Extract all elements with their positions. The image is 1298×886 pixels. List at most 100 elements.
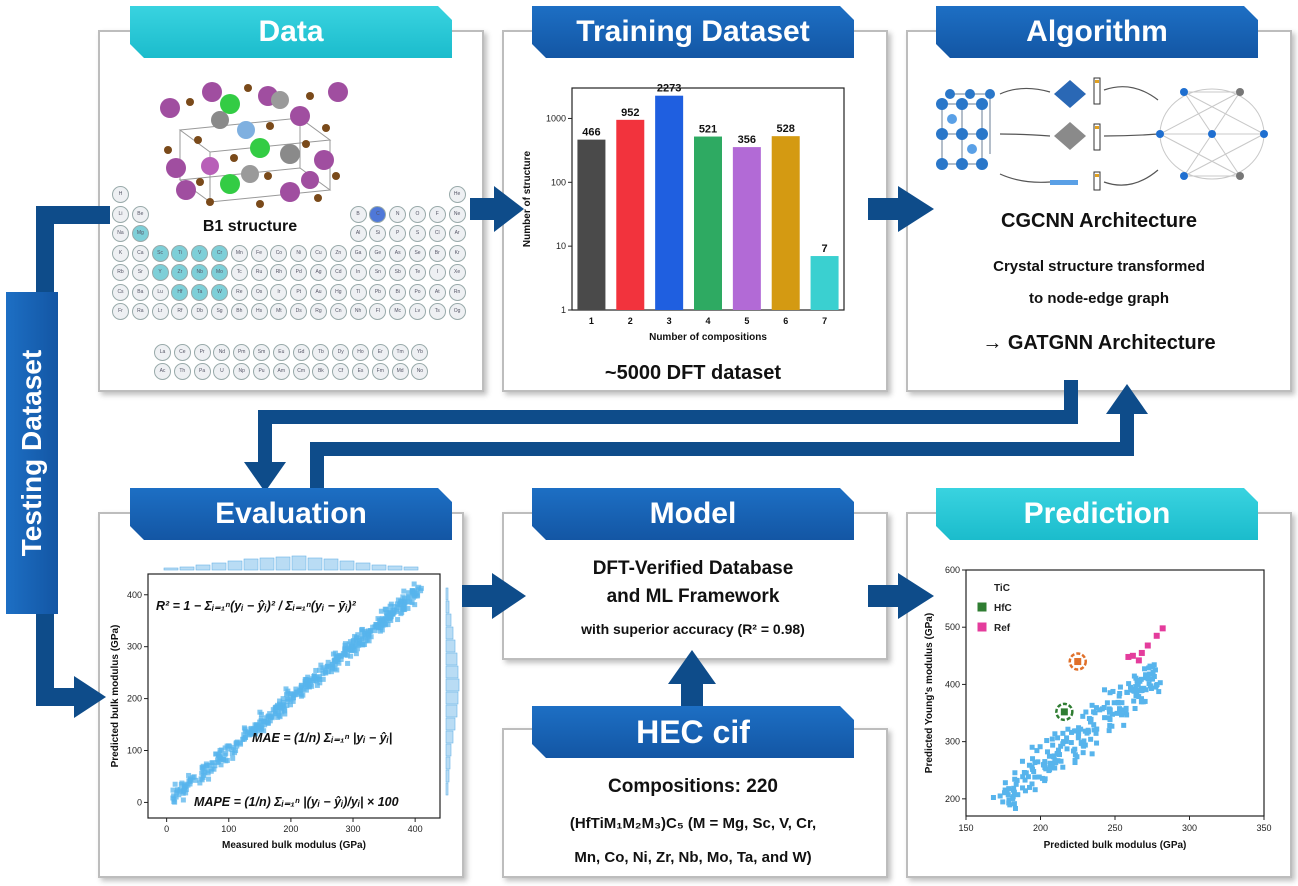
element-cell: Al	[349, 225, 367, 242]
data-point	[1002, 780, 1008, 786]
element-cell: S	[409, 225, 426, 242]
data-point	[317, 676, 323, 682]
data-point	[1058, 758, 1064, 764]
element-cell: Pu	[253, 363, 270, 380]
data-point	[1025, 774, 1031, 780]
data-point	[1111, 700, 1117, 706]
hec-line1: Compositions: 220	[608, 776, 778, 797]
data-point	[1027, 784, 1033, 790]
data-point	[1139, 698, 1145, 704]
ref-point	[1153, 632, 1160, 639]
data-point	[220, 756, 226, 762]
data-point	[237, 740, 243, 746]
legend-label: TiC	[994, 583, 1010, 594]
data-point	[385, 622, 391, 628]
data-point	[370, 624, 376, 630]
bar-value-label: 466	[582, 127, 600, 139]
element-cell: Ra	[131, 303, 149, 320]
data-point	[202, 770, 208, 776]
periodic-table: H He Li Be B C N O F Ne Na Mg Al Si P S Cl Ar K Ca Sc Ti V Cr Mn…	[112, 186, 472, 382]
element-cell: Mo	[211, 264, 228, 281]
data-point	[1146, 681, 1152, 687]
data-point	[229, 746, 235, 752]
y-tick-label: 200	[127, 694, 142, 704]
evaluation-parity-plot: 0 100 200 300 400 0 100 200 300 400 Measured bulk …	[110, 555, 460, 851]
prediction-tab: Prediction	[936, 488, 1258, 540]
hec-line3: Mn, Co, Ni, Zr, Nb, Mo, Ta, and W)	[574, 849, 812, 866]
element-cell: Ir	[270, 283, 288, 301]
data-point	[293, 686, 299, 692]
element-cell: Ti	[171, 244, 189, 262]
data-point	[406, 590, 412, 596]
data-point	[213, 751, 219, 757]
element-cell: Tc	[230, 264, 248, 281]
data-point	[1042, 759, 1048, 765]
element-cell: Cf	[332, 363, 350, 380]
data-point	[1147, 663, 1153, 669]
dataset-bar-chart: 1 10 100 1000 466 1 952 2 2273 3 521 4 356 5 528 6 7 7 Num…	[522, 83, 845, 343]
data-point	[1152, 667, 1158, 673]
data-point	[187, 778, 193, 784]
element-cell: N	[389, 205, 407, 223]
bar	[732, 147, 761, 310]
data-point	[398, 598, 404, 604]
data-point	[1094, 740, 1100, 746]
data-point	[1102, 687, 1108, 693]
data-point	[1107, 690, 1113, 696]
top-histogram-bar	[211, 562, 227, 571]
element-cell: C	[369, 205, 387, 223]
data-point	[232, 750, 238, 756]
data-point	[1128, 684, 1134, 690]
data-point	[1078, 726, 1084, 732]
y-tick-label: 400	[127, 590, 142, 600]
element-cell: Th	[173, 363, 191, 380]
element-cell: Sb	[389, 264, 407, 281]
element-cell: Ag	[310, 264, 327, 281]
data-point	[342, 641, 348, 647]
element-cell: H	[112, 186, 129, 203]
data-point	[1102, 715, 1108, 721]
element-cell: Fe	[250, 244, 268, 262]
data-point	[1019, 758, 1025, 764]
y-tick-label: 10	[556, 241, 566, 251]
data-point	[1131, 688, 1137, 694]
right-histogram-bar	[445, 639, 456, 653]
top-histogram-bar	[307, 557, 323, 571]
hec-tab: HEC cif	[532, 706, 854, 758]
element-cell: Bh	[230, 303, 248, 320]
top-histogram-bar	[227, 560, 243, 571]
right-histogram-bar	[445, 678, 460, 692]
ref-point	[1144, 642, 1151, 649]
element-cell: Hg	[329, 283, 347, 301]
highlight-point	[1060, 708, 1068, 716]
data-point	[418, 588, 424, 594]
testing-dataset-label	[6, 292, 58, 614]
arrow-testing-to-evaluation	[74, 676, 106, 718]
data-point	[1080, 750, 1086, 756]
data-point	[1032, 760, 1038, 766]
data-point	[1032, 774, 1038, 780]
data-point	[345, 660, 351, 666]
x-tick-label: 250	[1107, 823, 1122, 833]
bar	[616, 119, 645, 310]
data-point	[1145, 676, 1151, 682]
x-axis-label: Number of compositions	[649, 332, 767, 343]
data-point	[1088, 719, 1094, 725]
data-point	[1052, 731, 1058, 737]
data-point	[332, 658, 338, 664]
right-histogram-bar	[445, 626, 454, 640]
data-point	[252, 726, 258, 732]
x-tick-label: 350	[1256, 823, 1271, 833]
element-cell: Mg	[131, 225, 149, 242]
data-point	[204, 763, 210, 769]
data-point	[1106, 709, 1112, 715]
data-point	[1109, 723, 1115, 729]
element-cell: Cl	[428, 225, 446, 242]
data-point	[1065, 726, 1071, 732]
r2-formula: R² = 1 − Σᵢ₌₁ⁿ(yᵢ − ŷᵢ)² / Σᵢ₌₁ⁿ(yᵢ − ȳᵢ…	[156, 599, 357, 613]
element-cell: Db	[191, 303, 209, 320]
data-point	[1004, 788, 1010, 794]
right-histogram-bar	[445, 717, 456, 731]
data-point	[374, 624, 380, 630]
top-histogram-bar	[291, 555, 307, 571]
